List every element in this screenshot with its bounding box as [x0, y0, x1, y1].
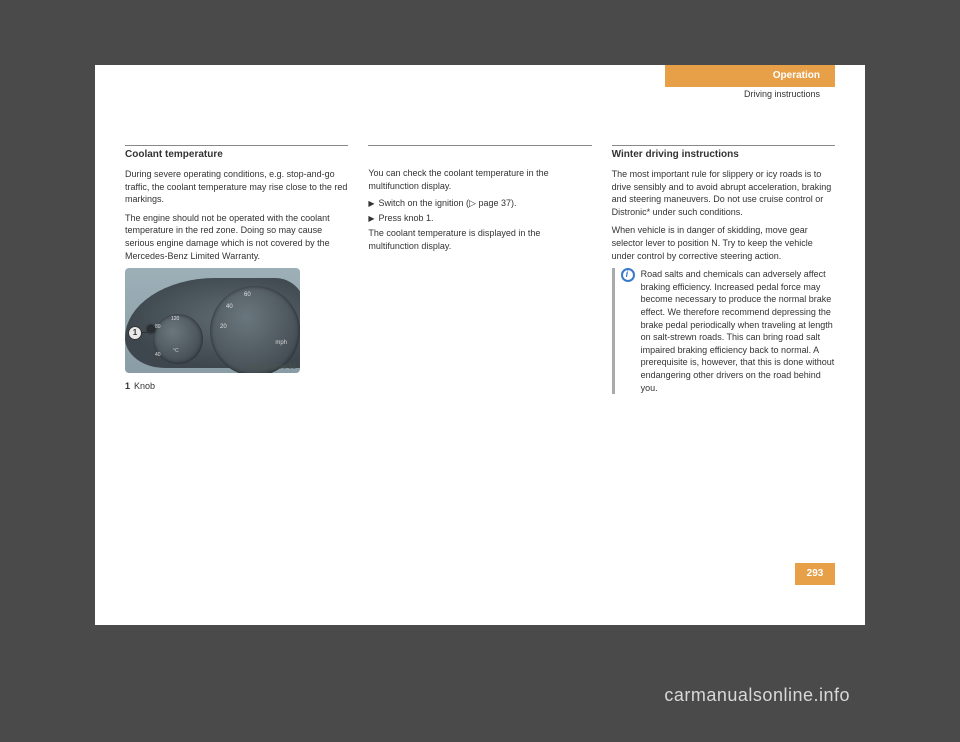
legend-text: Knob: [134, 381, 155, 391]
watermark-text: carmanualsonline.info: [664, 685, 850, 706]
temp-tick-80: 80: [155, 324, 161, 330]
speed-unit-label: mph: [275, 340, 287, 346]
section-tab: Operation: [665, 65, 835, 87]
col2-step-2: ▶ Press knob 1.: [368, 213, 591, 223]
image-reference-code: P54.25-3796-31: [249, 365, 296, 371]
column-3: Winter driving instructions The most imp…: [612, 145, 835, 394]
section-subtitle: Driving instructions: [744, 89, 820, 99]
step-1-text: Switch on the ignition (▷ page 37).: [378, 198, 516, 209]
step-2-text: Press knob 1.: [378, 213, 433, 223]
col2-step-1: ▶ Switch on the ignition (▷ page 37).: [368, 198, 591, 209]
column-1: Coolant temperature During severe operat…: [125, 145, 348, 394]
triangle-bullet-icon: ▶: [368, 214, 374, 223]
col2-paragraph-1: You can check the coolant temperature in…: [368, 167, 591, 192]
col1-paragraph-1: During severe operating conditions, e.g.…: [125, 168, 348, 206]
instrument-cluster-image: 40 80 120 20 40 60 mph °C 1 P54.25-3796-…: [125, 268, 300, 373]
temp-tick-40: 40: [155, 352, 161, 358]
legend-number: 1: [125, 381, 130, 391]
info-note-text: Road salts and chemicals can adversely a…: [641, 268, 835, 394]
content-columns: Coolant temperature During severe operat…: [125, 145, 835, 394]
col3-paragraph-2: When vehicle is in danger of skidding, m…: [612, 224, 835, 262]
image-legend: 1 Knob: [125, 381, 348, 391]
temperature-dial: 40 80 120: [153, 314, 203, 364]
col3-heading: Winter driving instructions: [612, 145, 835, 160]
info-note-block: Road salts and chemicals can adversely a…: [612, 268, 835, 394]
triangle-bullet-icon: ▶: [368, 199, 374, 208]
speedometer-dial: 20 40 60: [210, 286, 300, 373]
col2-heading: [368, 145, 591, 159]
temp-unit-label: °C: [173, 348, 179, 354]
callout-leader-line: [141, 332, 151, 333]
col2-paragraph-2: The coolant temperature is displayed in …: [368, 227, 591, 252]
info-icon: [621, 268, 635, 282]
col3-paragraph-1: The most important rule for slippery or …: [612, 168, 835, 218]
manual-page: Operation Driving instructions Coolant t…: [95, 65, 865, 625]
column-2: You can check the coolant temperature in…: [368, 145, 591, 394]
col1-paragraph-2: The engine should not be operated with t…: [125, 212, 348, 262]
speed-tick-20: 20: [220, 324, 227, 330]
col1-heading: Coolant temperature: [125, 145, 348, 160]
speed-tick-60: 60: [244, 292, 251, 298]
page-number-badge: 293: [795, 563, 835, 585]
speed-tick-40: 40: [226, 304, 233, 310]
temp-tick-120: 120: [171, 316, 179, 322]
